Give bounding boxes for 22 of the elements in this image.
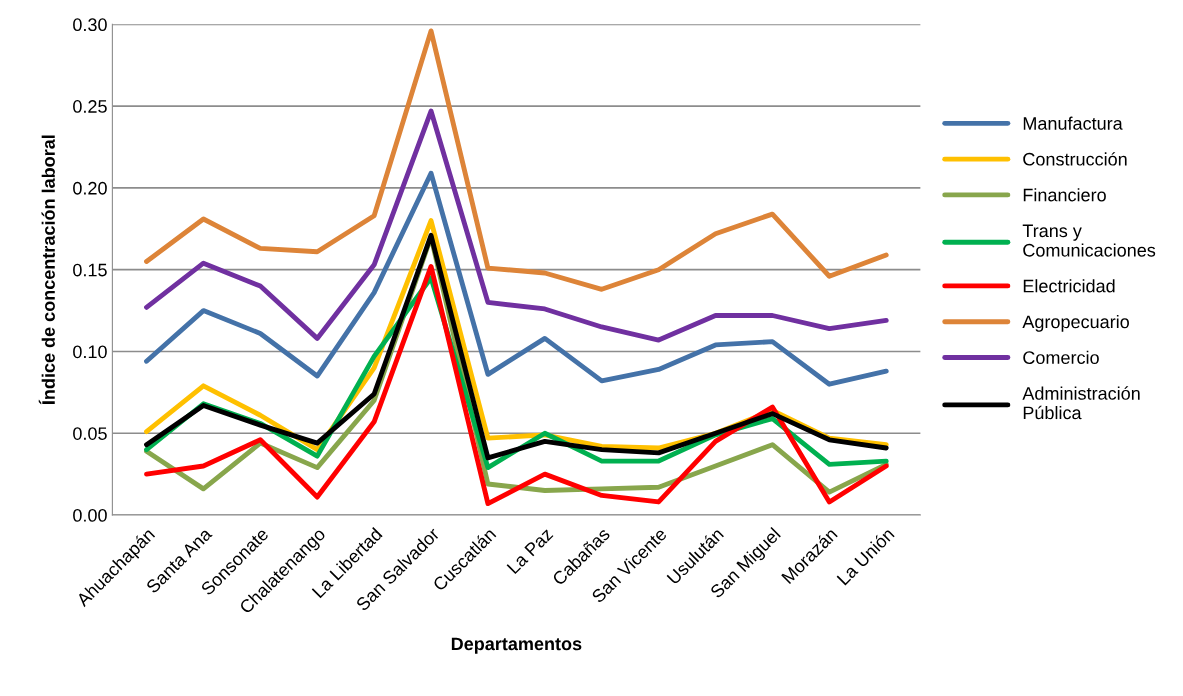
legend-label: Trans y Comunicaciones [1022,224,1156,257]
legend-label: Agropecuario [1022,314,1129,332]
y-tick-label: 0.20 [73,181,107,195]
legend-label: Construcción [1023,152,1127,166]
line-series [144,264,889,507]
x-tick-label: La Paz [506,527,554,575]
legend-label: Electricidad [1023,279,1115,293]
legend-label: Financiero [1023,188,1106,202]
line-series [144,28,889,292]
y-tick-label: 0.00 [73,508,107,522]
legend-label: Comercio [1023,350,1099,365]
y-tick-label: 0.30 [73,18,107,32]
y-axis-title: Índice de concentración laboral [38,135,55,405]
y-tick-label: 0.15 [73,263,107,277]
y-tick-label: 0.10 [73,345,107,359]
legend-label: Manufactura [1023,116,1123,130]
x-axis-title: Departamentos [451,637,582,654]
y-tick-label: 0.05 [73,427,107,440]
line-series [144,170,889,387]
legend-label: Administración Pública [1022,386,1140,420]
y-tick-label: 0.25 [73,100,107,113]
line-series [144,108,889,343]
